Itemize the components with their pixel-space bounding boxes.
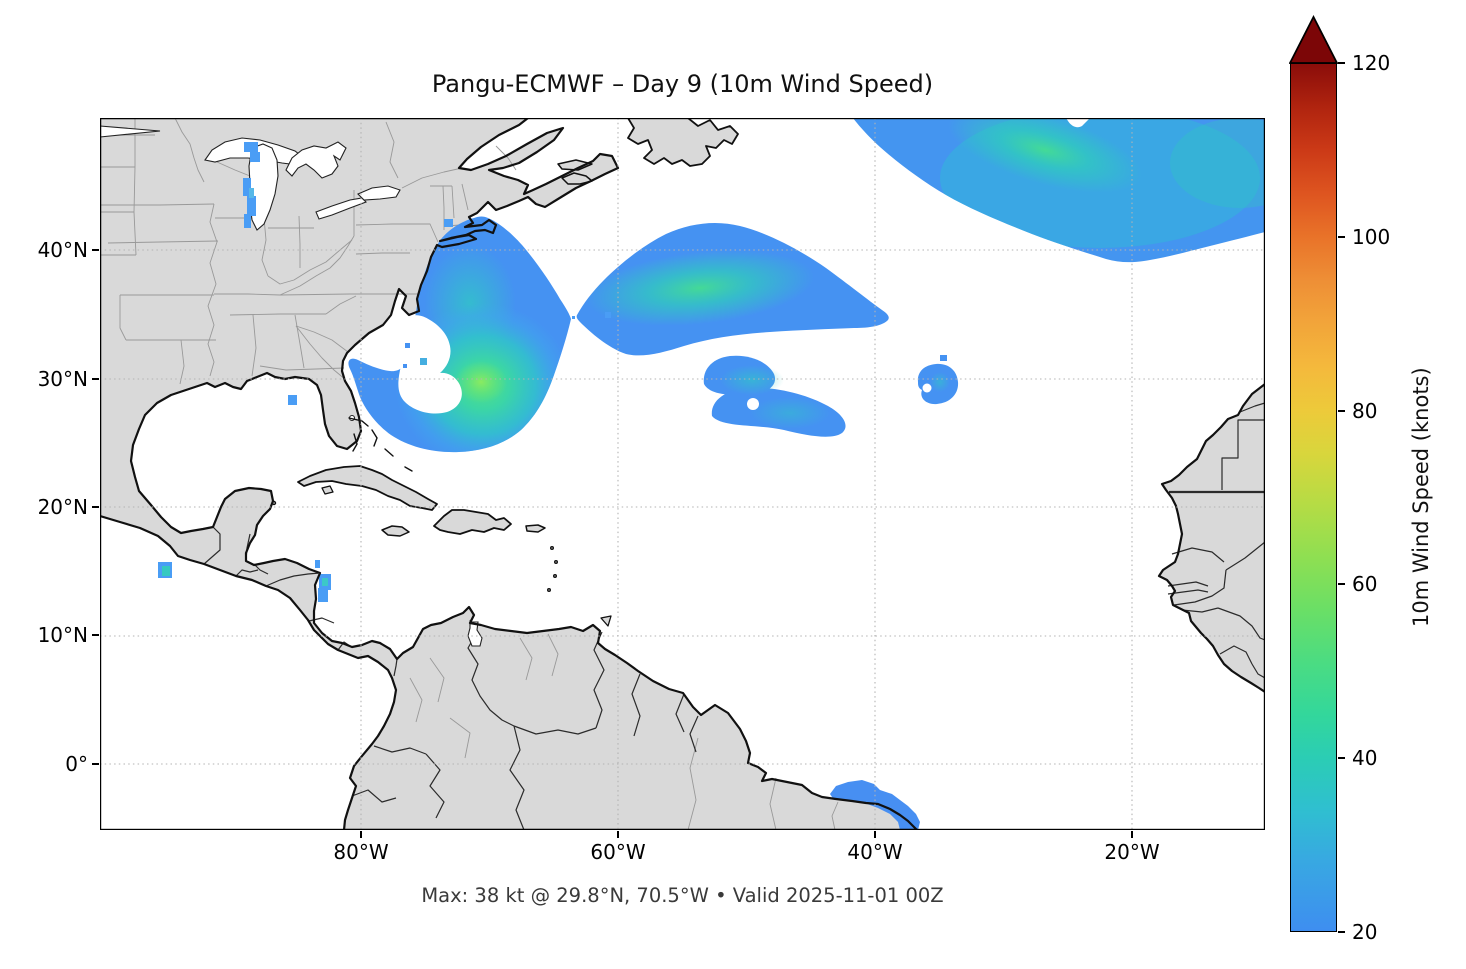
colorbar-tick-label: 20 <box>1352 920 1378 944</box>
wind-blob-northeast-system <box>853 118 1265 263</box>
x-tick-mark <box>617 831 619 838</box>
state-borders <box>100 118 839 830</box>
y-axis-tick-label: 30°N <box>37 367 88 391</box>
x-axis-tick-label: 20°W <box>1104 840 1160 864</box>
y-tick-mark <box>92 378 99 380</box>
gridlines <box>100 118 1265 830</box>
y-tick-mark <box>92 634 99 636</box>
y-axis-tick-label: 10°N <box>37 623 88 647</box>
country-borders <box>203 402 1265 830</box>
colorbar-tick-mark <box>1338 410 1345 412</box>
colorbar-tick-mark <box>1338 583 1345 585</box>
colorbar-tick-mark <box>1338 931 1345 933</box>
subtitle-caption: Max: 38 kt @ 29.8°N, 70.5°W • Valid 2025… <box>421 884 944 907</box>
wind-speckles <box>158 142 611 602</box>
x-tick-mark <box>360 831 362 838</box>
colorbar-tick-mark <box>1338 236 1345 238</box>
storm-dry-notch <box>398 315 462 414</box>
colorbar-tick-label: 80 <box>1352 399 1378 423</box>
colorbar-tick-mark <box>1338 757 1345 759</box>
x-tick-mark <box>1131 831 1133 838</box>
wind-blob-central-band <box>576 222 889 356</box>
y-tick-mark <box>92 249 99 251</box>
x-tick-mark <box>874 831 876 838</box>
colorbar-tick-label: 100 <box>1352 225 1391 249</box>
colorbar-tick-label: 60 <box>1352 572 1378 596</box>
wind-blob-small-cells <box>703 355 846 437</box>
y-tick-mark <box>92 763 99 765</box>
colorbar-tick-mark <box>1338 62 1345 64</box>
colorbar-tick-label: 120 <box>1352 51 1391 75</box>
small-islands <box>271 417 559 593</box>
colorbar-extend-arrow <box>1289 15 1338 64</box>
wind-blob-small-cell-east <box>917 355 959 405</box>
map-svg <box>100 118 1265 830</box>
plot-area <box>100 118 1265 830</box>
page-title: Pangu-ECMWF – Day 9 (10m Wind Speed) <box>431 70 934 98</box>
colorbar-axis-label: 10m Wind Speed (knots) <box>1409 367 1433 628</box>
y-axis-tick-label: 0° <box>65 752 88 776</box>
colorbar-tick-label: 40 <box>1352 746 1378 770</box>
x-axis-tick-label: 60°W <box>590 840 646 864</box>
y-tick-mark <box>92 506 99 508</box>
x-axis-tick-label: 40°W <box>847 840 903 864</box>
y-axis-tick-label: 20°N <box>37 495 88 519</box>
y-axis-tick-label: 40°N <box>37 238 88 262</box>
x-axis-tick-label: 80°W <box>333 840 389 864</box>
colorbar-gradient <box>1290 63 1337 932</box>
